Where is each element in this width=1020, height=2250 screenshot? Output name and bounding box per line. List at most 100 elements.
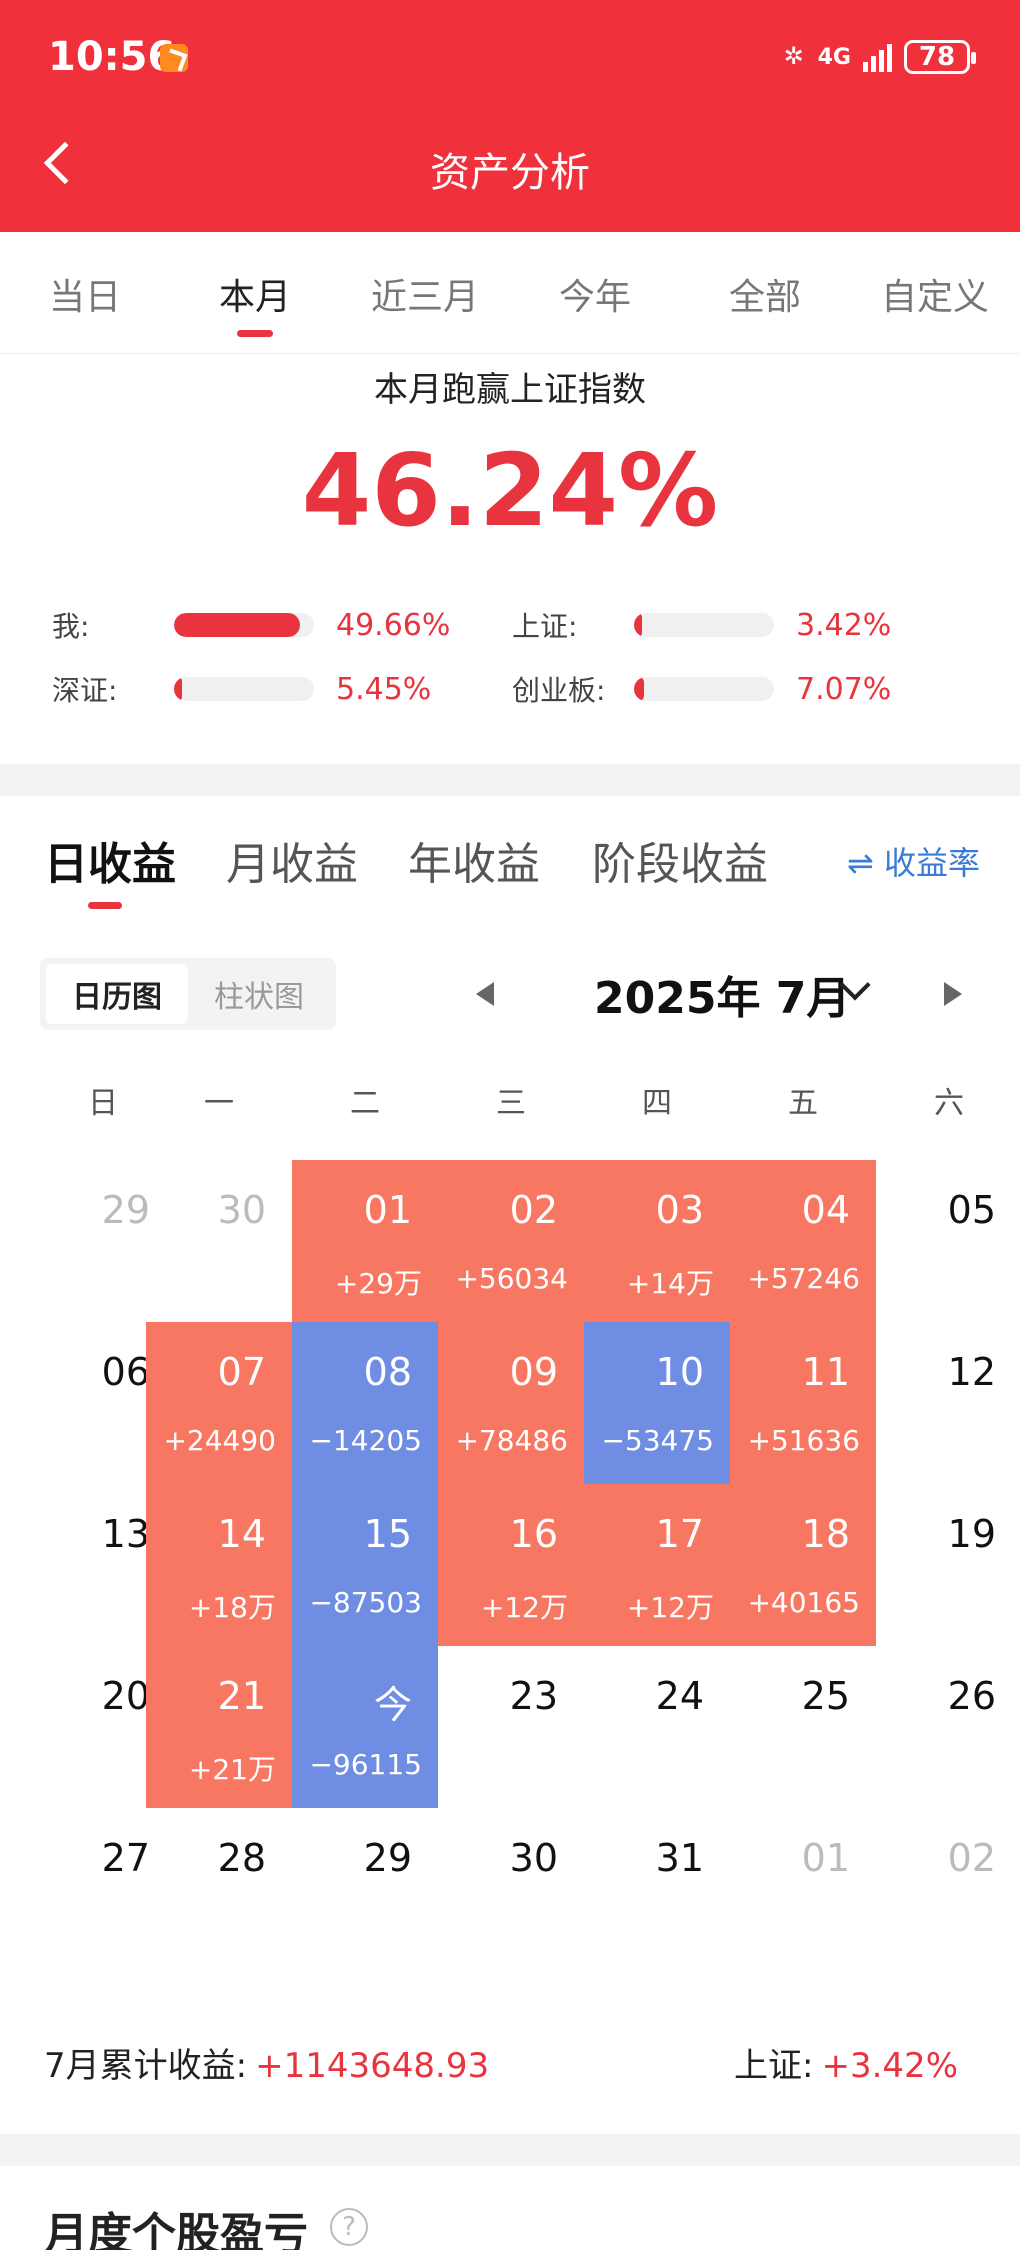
calendar-day-number: 30	[217, 1188, 266, 1232]
calendar-day-profit: −14205	[309, 1424, 422, 1457]
tab-stage-profit[interactable]: 阶段收益	[592, 839, 768, 890]
benchmark-label: 上证:	[512, 610, 578, 643]
calendar-day[interactable]: 26	[876, 1646, 1020, 1808]
tab-monthly-profit[interactable]: 月收益	[226, 839, 358, 890]
status-icons: 4G 78	[784, 40, 976, 74]
calendar-day[interactable]: 02 +56034	[438, 1160, 584, 1322]
weekday-label: 日	[88, 1086, 118, 1121]
month-label[interactable]: 2025年 7月	[594, 973, 851, 1024]
benchmark-label: 创业板:	[512, 674, 606, 707]
calendar-day[interactable]: 03 +14万	[584, 1160, 730, 1322]
tab-custom[interactable]: 自定义	[880, 277, 989, 318]
calendar-day[interactable]: 今 −96115	[292, 1646, 438, 1808]
calendar-day[interactable]: 06	[30, 1322, 176, 1484]
bluetooth-icon	[784, 42, 806, 72]
calendar-day[interactable]: 25	[730, 1646, 876, 1808]
calendar-day-number: 08	[363, 1350, 412, 1394]
calendar-day-number: 29	[363, 1836, 412, 1880]
calendar-day[interactable]: 21 +21万	[146, 1646, 292, 1808]
calendar-day[interactable]: 01 +29万	[292, 1160, 438, 1322]
calendar-day-number: 14	[217, 1512, 266, 1556]
benchmark-fill	[634, 677, 644, 701]
help-icon[interactable]: ?	[330, 2208, 368, 2246]
calendar-day[interactable]: 18 +40165	[730, 1484, 876, 1646]
index-value: +3.42%	[821, 2046, 959, 2086]
calendar-day[interactable]: 15 −87503	[292, 1484, 438, 1646]
calendar-day[interactable]: 12	[876, 1322, 1020, 1484]
benchmark-shenzhen: 深证: 5.45%	[52, 664, 472, 714]
calendar-day-number: 19	[947, 1512, 996, 1556]
benchmark-label: 深证:	[52, 674, 118, 707]
benchmark-bar	[634, 677, 774, 701]
calendar-day[interactable]: 13	[30, 1484, 176, 1646]
calendar-day[interactable]: 11 +51636	[730, 1322, 876, 1484]
calendar-day[interactable]: 20	[30, 1646, 176, 1808]
calendar-day[interactable]: 14 +18万	[146, 1484, 292, 1646]
calendar-day-number: 21	[217, 1674, 266, 1718]
network-type: 4G	[817, 44, 851, 70]
calendar-day-number: 12	[947, 1350, 996, 1394]
next-month-icon[interactable]	[944, 982, 962, 1006]
benchmark-value: 49.66%	[336, 607, 451, 643]
tab-today[interactable]: 当日	[48, 277, 121, 318]
calendar-day[interactable]: 10 −53475	[584, 1322, 730, 1484]
calendar-day[interactable]: 29	[292, 1808, 438, 1970]
calendar-day[interactable]: 30	[146, 1160, 292, 1322]
calendar-day[interactable]: 04 +57246	[730, 1160, 876, 1322]
tab-yearly-profit[interactable]: 年收益	[408, 839, 540, 890]
calendar-day[interactable]: 29	[30, 1160, 176, 1322]
calendar-day-number: 23	[509, 1674, 558, 1718]
calendar-day[interactable]: 30	[438, 1808, 584, 1970]
prev-month-icon[interactable]	[476, 982, 494, 1006]
app-header: 10:56 4G 78 资产分析	[0, 0, 1020, 232]
tab-all[interactable]: 全部	[728, 277, 801, 318]
calendar-day-profit: +57246	[747, 1262, 860, 1295]
calendar-day-number: 29	[101, 1188, 150, 1232]
notification-app-icon	[160, 44, 188, 72]
calendar-day-number: 17	[655, 1512, 704, 1556]
tab-three-months[interactable]: 近三月	[370, 277, 479, 318]
calendar-day[interactable]: 08 −14205	[292, 1322, 438, 1484]
calendar-day-number: 10	[655, 1350, 704, 1394]
calendar-day-number: 02	[509, 1188, 558, 1232]
calendar-day-number: 26	[947, 1674, 996, 1718]
calendar-day[interactable]: 28	[146, 1808, 292, 1970]
calendar-day[interactable]: 05	[876, 1160, 1020, 1322]
calendar-day-profit: +14万	[626, 1267, 714, 1300]
tab-this-year[interactable]: 今年	[558, 277, 631, 318]
weekday-label: 六	[934, 1086, 964, 1121]
calendar-day[interactable]: 01	[730, 1808, 876, 1970]
calendar-day[interactable]: 09 +78486	[438, 1322, 584, 1484]
benchmark-label: 我:	[52, 610, 90, 643]
calendar-day[interactable]: 27	[30, 1808, 176, 1970]
bar-view-button[interactable]: 柱状图	[214, 980, 304, 1015]
weekday-label: 四	[642, 1086, 672, 1121]
tab-daily-profit[interactable]: 日收益	[44, 839, 176, 890]
calendar-view-button[interactable]: 日历图	[46, 964, 188, 1024]
calendar-day[interactable]: 02	[876, 1808, 1020, 1970]
comparison-title: 本月跑赢上证指数	[374, 370, 646, 410]
calendar-day-number: 24	[655, 1674, 704, 1718]
benchmark-bar	[174, 613, 314, 637]
calendar-day[interactable]: 19	[876, 1484, 1020, 1646]
benchmark-shanghai: 上证: 3.42%	[512, 600, 932, 650]
benchmark-bar	[174, 677, 314, 701]
tab-this-month[interactable]: 本月	[170, 232, 340, 353]
calendar-day[interactable]: 16 +12万	[438, 1484, 584, 1646]
benchmark-value: 7.07%	[796, 671, 892, 707]
calendar-day[interactable]: 24	[584, 1646, 730, 1808]
weekday-label: 一	[204, 1086, 234, 1121]
monthly-total-value: +1143648.93	[255, 2046, 490, 2086]
calendar-day[interactable]: 07 +24490	[146, 1322, 292, 1484]
calendar-day-profit: +18万	[188, 1591, 276, 1624]
calendar-day-profit: +78486	[455, 1424, 568, 1457]
calendar-day[interactable]: 23	[438, 1646, 584, 1808]
rate-toggle-button[interactable]: ⇌ 收益率	[847, 844, 980, 882]
calendar-day[interactable]: 17 +12万	[584, 1484, 730, 1646]
period-tabs: 当日 本月 近三月 今年 全部 自定义	[0, 232, 1020, 354]
calendar-day-profit: +29万	[334, 1267, 422, 1300]
calendar-day[interactable]: 31	[584, 1808, 730, 1970]
calendar-day-number: 20	[101, 1674, 150, 1718]
calendar-day-profit: +51636	[747, 1424, 860, 1457]
calendar-day-profit: +12万	[480, 1591, 568, 1624]
